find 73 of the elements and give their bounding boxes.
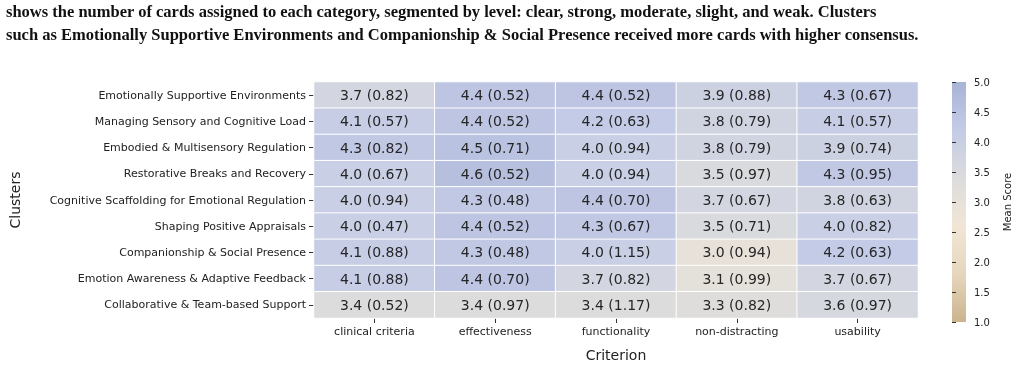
data-label: 3.9 (0.88) <box>702 87 772 104</box>
x-tick-label: usability <box>834 325 882 338</box>
data-label: 4.0 (0.47) <box>339 218 409 235</box>
x-axis-title: Criterion <box>585 347 647 363</box>
x-tick-label: effectiveness <box>458 325 532 338</box>
data-label: 3.4 (0.52) <box>339 296 409 313</box>
data-label: 3.9 (0.74) <box>823 139 893 156</box>
data-label: 3.4 (0.97) <box>460 296 530 313</box>
y-tick-label: Cognitive Scaffolding for Emotional Regulation <box>49 193 307 207</box>
x-tick-label: non-distracting <box>695 325 779 338</box>
data-label: 4.1 (0.88) <box>339 270 409 287</box>
data-label: 3.8 (0.79) <box>702 113 772 130</box>
data-label: 4.0 (0.67) <box>339 165 409 182</box>
data-label: 4.0 (0.94) <box>339 192 409 208</box>
y-tick-label: Emotionally Supportive Environments <box>98 88 307 102</box>
y-tick-label: Emotion Awareness & Adaptive Feedback <box>77 272 307 286</box>
data-label: 4.4 (0.52) <box>460 113 530 130</box>
data-label: 4.3 (0.48) <box>460 244 530 261</box>
data-label: 3.4 (1.17) <box>581 296 651 313</box>
y-tick-label: Restorative Breaks and Recovery <box>123 167 307 181</box>
data-label: 4.0 (0.94) <box>581 165 651 182</box>
data-label: 4.1 (0.57) <box>339 113 409 130</box>
data-label: 3.7 (0.82) <box>581 270 651 287</box>
data-label: 3.8 (0.79) <box>702 139 772 156</box>
color-bar-label: 2.0 <box>974 256 990 268</box>
data-label: 3.3 (0.82) <box>702 296 772 313</box>
data-label: 4.2 (0.63) <box>823 244 893 261</box>
data-label: 4.3 (0.82) <box>339 139 409 156</box>
data-label: 4.4 (0.52) <box>581 87 651 104</box>
y-tick-label: Collaborative & Team-based Support <box>104 298 307 312</box>
data-label: 4.4 (0.52) <box>460 218 530 235</box>
data-label: 3.7 (0.67) <box>823 270 893 287</box>
data-label: 3.5 (0.71) <box>702 218 772 235</box>
data-label: 4.3 (0.95) <box>823 165 893 182</box>
color-bar-label: 3.0 <box>974 196 990 208</box>
data-label: 4.0 (0.94) <box>581 139 651 156</box>
data-label: 3.5 (0.97) <box>702 165 772 182</box>
y-tick-label: Shaping Positive Appraisals <box>154 219 307 233</box>
data-label: 4.4 (0.70) <box>460 270 530 287</box>
data-label: 4.3 (0.48) <box>460 192 530 208</box>
color-bar-label: 3.5 <box>974 166 990 178</box>
y-axis-title: Clusters <box>7 171 23 229</box>
text: shows the number of cards assigned to each category, segmented by level: clear, strong, moderate, slight, and weak. Clusters <box>6 1 878 23</box>
data-label: 4.6 (0.52) <box>460 165 530 182</box>
x-tick-label: functionality <box>581 325 651 338</box>
data-label: 4.3 (0.67) <box>581 218 651 235</box>
data-label: 4.4 (0.52) <box>460 87 530 104</box>
data-label: 4.1 (0.57) <box>823 113 893 130</box>
data-label: 3.6 (0.97) <box>823 296 893 313</box>
data-label: 4.1 (0.88) <box>339 244 409 261</box>
data-label: 3.7 (0.82) <box>339 87 409 104</box>
color-bar-label: 1.0 <box>974 316 990 328</box>
data-label: 4.4 (0.70) <box>581 192 651 208</box>
data-label: 4.0 (0.82) <box>823 218 893 235</box>
x-tick-label: clinical criteria <box>334 325 415 338</box>
y-tick-label: Companionship & Social Presence <box>119 245 307 259</box>
y-tick-label: Embodied & Multisensory Regulation <box>103 141 307 155</box>
color-bar-label: 4.0 <box>974 136 990 148</box>
color-bar-label: 4.5 <box>974 106 990 118</box>
data-label: 4.0 (1.15) <box>581 244 651 261</box>
color-bar-label: 2.5 <box>974 226 990 238</box>
y-tick-label: Managing Sensory and Cognitive Load <box>94 114 306 128</box>
data-label: 3.1 (0.99) <box>702 270 772 287</box>
data-label: 4.3 (0.67) <box>823 87 893 104</box>
data-label: 4.2 (0.63) <box>581 113 651 130</box>
data-label: 4.5 (0.71) <box>460 139 530 156</box>
data-label: 3.7 (0.67) <box>702 192 772 208</box>
data-label: 3.0 (0.94) <box>702 244 772 261</box>
color-bar-label: 5.0 <box>974 76 990 88</box>
color-bar-title: Mean Score <box>1001 172 1013 232</box>
color-bar-label: 1.5 <box>974 286 990 298</box>
text: such as Emotionally Supportive Environments and Companionship & Social Presence received more cards with higher consensus. <box>6 24 920 46</box>
data-label: 3.8 (0.63) <box>823 192 893 208</box>
